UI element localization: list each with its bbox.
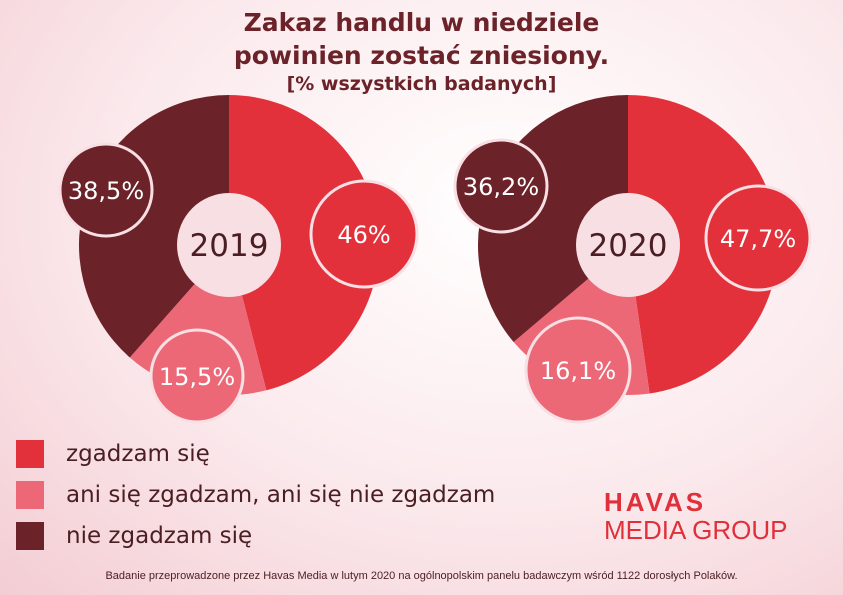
value-bubble-2020-neutral <box>524 316 632 424</box>
legend-label-neutral: ani się zgadzam, ani się nie zgadzam <box>66 482 496 508</box>
value-bubble-2020-agree <box>704 184 812 292</box>
value-label-2019-agree: 46% <box>337 221 390 249</box>
legend-swatch-disagree <box>16 522 44 550</box>
legend-item-disagree: nie zgadzam się <box>16 520 252 552</box>
legend-swatch-agree <box>16 440 44 468</box>
year-label-2020: 2020 <box>589 228 668 264</box>
value-label-2019-neutral: 15,5% <box>159 363 235 391</box>
value-label-2020-agree: 47,7% <box>720 225 796 253</box>
value-label-2020-disagree: 36,2% <box>463 173 539 201</box>
center-circle-2019 <box>177 193 281 297</box>
value-bubble-2019-disagree <box>58 142 154 238</box>
legend-item-neutral: ani się zgadzam, ani się nie zgadzam <box>16 479 495 511</box>
title-line-1: Zakaz handlu w niedziele <box>243 8 600 37</box>
legend-label-disagree: nie zgadzam się <box>66 523 253 549</box>
slice-2019-agree <box>229 95 380 391</box>
slice-2020-agree <box>628 95 779 394</box>
logo-line-1: HAVAS <box>604 487 707 517</box>
logo-line-2: MEDIA GROUP <box>604 515 788 545</box>
year-label-2019: 2019 <box>190 228 269 264</box>
value-bubble-2019-neutral <box>149 328 245 424</box>
value-label-2019-disagree: 38,5% <box>68 177 144 205</box>
chart-title: Zakaz handlu w niedziele powinien zostać… <box>0 6 843 72</box>
value-bubble-2019-agree <box>309 179 419 289</box>
legend-label-agree: zgadzam się <box>66 441 210 467</box>
chart-subtitle: [% wszystkich badanych] <box>286 73 557 95</box>
havas-logo: HAVAS MEDIA GROUP <box>604 489 787 545</box>
legend-item-agree: zgadzam się <box>16 438 210 470</box>
footnote: Badanie przeprowadzone przez Havas Media… <box>105 570 738 582</box>
legend-swatch-neutral <box>16 481 44 509</box>
title-line-2: powinien zostać zniesiony. <box>233 41 610 70</box>
value-label-2020-neutral: 16,1% <box>540 357 616 385</box>
value-bubble-2020-disagree <box>453 138 549 234</box>
center-circle-2020 <box>576 193 680 297</box>
